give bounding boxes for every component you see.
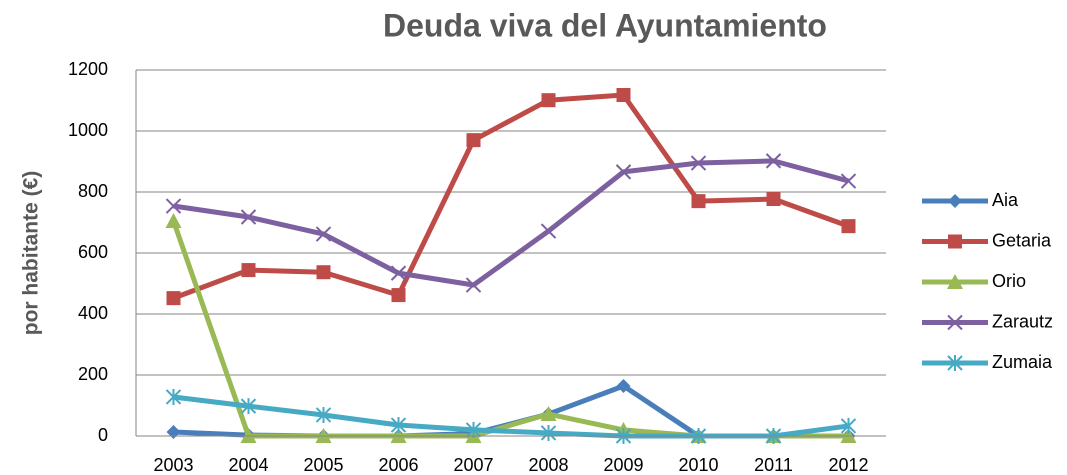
data-point — [390, 417, 407, 434]
data-point — [616, 88, 631, 103]
y-tick-label: 1200 — [68, 59, 108, 79]
legend-marker — [948, 194, 962, 208]
data-point — [165, 388, 182, 405]
data-point — [540, 223, 557, 239]
y-tick-label: 200 — [78, 364, 108, 384]
x-tick-label: 2005 — [303, 455, 343, 475]
data-point — [840, 173, 857, 189]
data-point — [316, 265, 331, 280]
x-tick-label: 2003 — [153, 455, 193, 475]
legend-label: Zarautz — [992, 311, 1053, 331]
data-point — [840, 417, 857, 434]
data-point — [540, 406, 557, 422]
y-tick-label: 600 — [78, 242, 108, 262]
data-point — [540, 424, 557, 441]
series-line — [173, 158, 850, 288]
x-tick-label: 2010 — [678, 455, 718, 475]
series-line — [172, 92, 850, 301]
series-line — [173, 394, 849, 439]
data-point — [466, 133, 481, 148]
data-point — [166, 425, 181, 440]
x-tick-label: 2004 — [228, 455, 268, 475]
legend-label: Aia — [992, 190, 1019, 210]
data-point — [616, 378, 631, 393]
data-point — [315, 406, 332, 423]
data-point — [765, 153, 782, 169]
legend-marker — [948, 234, 962, 249]
x-tick-label: 2006 — [378, 455, 418, 475]
data-point — [391, 288, 406, 303]
data-point — [240, 398, 257, 415]
data-point — [315, 226, 332, 242]
y-tick-label: 1000 — [68, 120, 108, 140]
y-tick-label: 0 — [98, 425, 108, 445]
x-tick-label: 2009 — [603, 455, 643, 475]
y-tick-label: 400 — [78, 303, 108, 323]
legend-marker — [947, 355, 963, 371]
data-point — [615, 164, 632, 180]
data-point — [390, 265, 407, 281]
data-point — [691, 194, 706, 209]
data-point — [166, 291, 181, 306]
data-point — [541, 93, 556, 108]
legend-label: Orio — [992, 271, 1026, 291]
data-point — [766, 192, 781, 207]
legend-marker — [947, 314, 963, 331]
y-tick-label: 800 — [78, 181, 108, 201]
legend-label: Zumaia — [992, 352, 1053, 372]
x-tick-label: 2011 — [754, 455, 793, 475]
data-point — [841, 219, 856, 234]
data-point — [690, 155, 707, 171]
legend-marker — [947, 274, 963, 289]
x-tick-label: 2008 — [528, 455, 568, 475]
x-tick-label: 2012 — [828, 455, 868, 475]
data-point — [465, 277, 482, 293]
data-point — [165, 198, 182, 214]
data-point — [241, 263, 256, 278]
legend-label: Getaria — [992, 230, 1052, 250]
y-axis-label: por habitante (€) — [20, 171, 43, 336]
data-point — [465, 421, 482, 438]
chart-title: Deuda viva del Ayuntamiento — [383, 7, 827, 43]
x-tick-label: 2007 — [453, 455, 493, 475]
data-point — [240, 209, 257, 225]
data-point — [165, 212, 182, 228]
